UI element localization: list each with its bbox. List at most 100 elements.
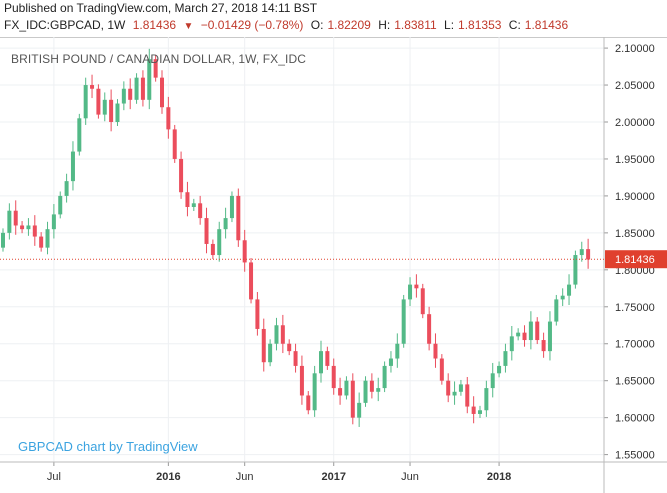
candle-body <box>484 388 489 411</box>
candle-body <box>102 99 107 115</box>
candle-body <box>446 380 451 396</box>
candle-body <box>268 343 273 363</box>
candle-body <box>90 85 95 89</box>
candle-body <box>83 85 88 119</box>
candle-body <box>185 192 190 207</box>
y-tick-label: 1.70000 <box>615 339 655 351</box>
candle-body <box>121 88 126 104</box>
candle-body <box>280 325 285 344</box>
candle-body <box>458 384 463 392</box>
candle-body <box>427 314 432 344</box>
candle-body <box>128 88 133 100</box>
candle-body <box>242 240 247 263</box>
candle-body <box>32 225 37 237</box>
y-tick-label: 2.10000 <box>615 43 655 55</box>
y-tick-label: 1.85000 <box>615 228 655 240</box>
candle-body <box>255 299 260 329</box>
candle-body <box>147 59 152 100</box>
candle-body <box>261 328 266 363</box>
candle-body <box>7 210 12 233</box>
low-value: 1.81353 <box>458 18 502 32</box>
candle-body <box>160 77 164 108</box>
x-tick-label: Jun <box>236 471 254 483</box>
price-change: −0.01429 (−0.78%) <box>200 18 304 32</box>
x-tick-label: 2017 <box>321 471 345 483</box>
candle-body <box>350 380 355 418</box>
candle-body <box>357 402 362 418</box>
candle-body <box>395 343 400 359</box>
open-value: 1.82209 <box>327 18 371 32</box>
candle-body <box>541 340 546 352</box>
candle-body <box>115 103 120 122</box>
candle-body <box>325 351 330 366</box>
candle-body <box>331 365 336 389</box>
x-tick-label: Jul <box>47 471 61 483</box>
high-label: H: <box>378 18 391 32</box>
chart-title: BRITISH POUND / CANADIAN DOLLAR, 1W, FX_… <box>11 52 307 66</box>
candle-body <box>210 243 215 256</box>
candle-body <box>586 249 591 260</box>
candle-body <box>236 195 241 241</box>
y-tick-label: 1.95000 <box>615 154 655 166</box>
y-tick-label: 2.00000 <box>615 117 655 129</box>
candle-body <box>229 195 234 219</box>
candle-body <box>312 373 317 411</box>
candle-body <box>299 365 304 396</box>
candle-body <box>478 410 482 414</box>
candle-body <box>376 388 381 392</box>
candle-body <box>274 325 279 344</box>
candle-body <box>560 295 565 300</box>
candle-body <box>64 181 69 196</box>
candle-body <box>166 107 171 130</box>
down-arrow-icon: ▼ <box>183 21 194 32</box>
candle-body <box>497 365 502 374</box>
published-line: Published on TradingView.com, March 27, … <box>4 1 318 15</box>
candle-body <box>20 225 25 230</box>
x-tick-label: 2018 <box>487 471 511 483</box>
candle-body <box>509 336 514 352</box>
candle-body <box>198 203 203 219</box>
candle-body <box>109 99 114 122</box>
y-tick-label: 1.60000 <box>615 413 655 425</box>
watermark: GBPCAD chart by TradingView <box>18 439 198 454</box>
low-label: L: <box>444 18 455 32</box>
candle-body <box>433 343 438 359</box>
candle-body <box>522 332 527 341</box>
candle-body <box>452 391 457 396</box>
candle-body <box>70 151 75 182</box>
close-label: C: <box>508 18 521 32</box>
candle-body <box>293 351 298 366</box>
candle-body <box>179 158 184 193</box>
candle-body <box>401 299 406 344</box>
candle-body <box>77 118 82 152</box>
candle-body <box>217 229 222 256</box>
candle-body <box>516 332 521 337</box>
y-tick-label: 1.75000 <box>615 302 655 314</box>
symbol-label: FX_IDC:GBPCAD, 1W <box>4 18 126 32</box>
candle-body <box>363 380 368 403</box>
candle-body <box>51 214 56 230</box>
candle-body <box>567 284 572 296</box>
x-tick-label: 2016 <box>156 471 180 483</box>
candle-body <box>45 229 50 248</box>
candle-body <box>420 288 425 315</box>
candle-body <box>528 321 533 341</box>
y-tick-label: 1.55000 <box>615 450 655 462</box>
last-price-label: 1.81436 <box>615 254 655 266</box>
candlestick-chart[interactable]: 1.550001.600001.650001.700001.750001.800… <box>0 37 667 493</box>
candle-body <box>408 284 413 300</box>
candle-body <box>369 380 374 392</box>
candle-body <box>414 284 419 289</box>
high-value: 1.83811 <box>394 18 437 32</box>
close-value: 1.81436 <box>524 18 569 32</box>
open-label: O: <box>310 18 324 32</box>
y-tick-label: 1.90000 <box>615 191 655 203</box>
candle-body <box>140 77 145 100</box>
candle-body <box>134 77 139 100</box>
candle-body <box>490 373 495 389</box>
candle-body <box>439 358 444 381</box>
candle-body <box>547 321 552 352</box>
candle-body <box>96 88 101 115</box>
candle-body <box>535 321 540 341</box>
candle-body <box>223 218 228 230</box>
